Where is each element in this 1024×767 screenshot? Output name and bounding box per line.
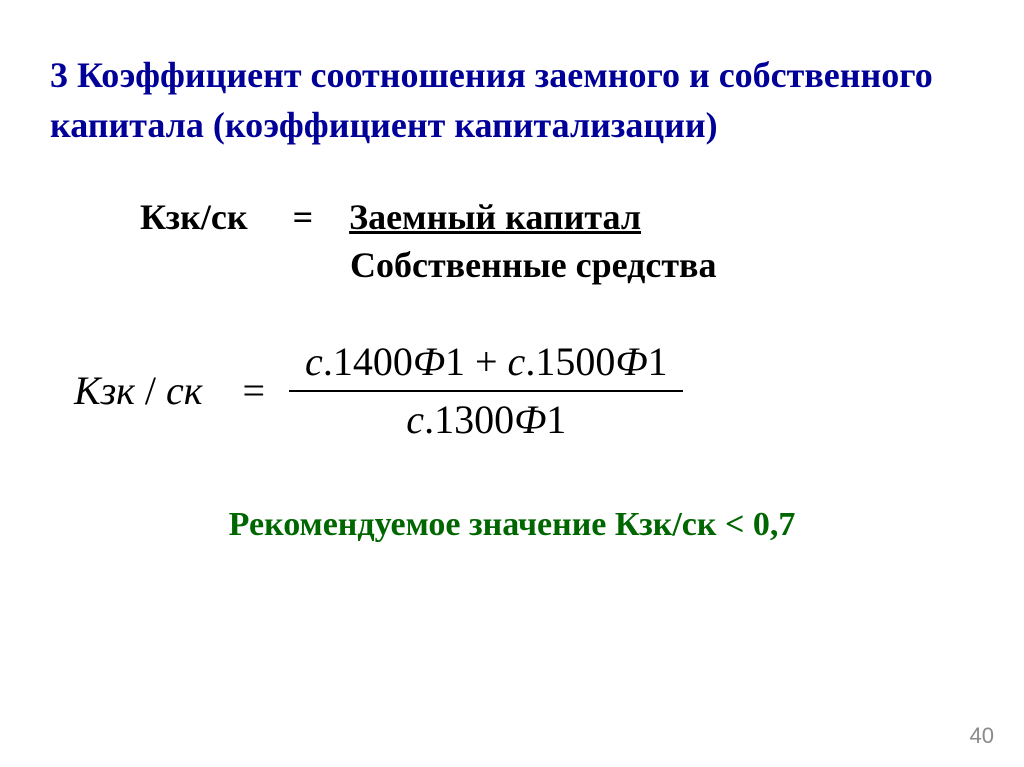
num-c1: с	[305, 339, 323, 384]
f2-K: К	[74, 368, 101, 413]
formula1-eq: =	[293, 197, 314, 237]
den-1: 1	[546, 397, 566, 442]
f2-eq: =	[242, 368, 265, 413]
num-1a: 1	[445, 339, 465, 384]
num-F2: Ф	[615, 339, 647, 384]
den-c: с	[406, 397, 424, 442]
formula2-lhs: Кзк / ск =	[74, 369, 289, 413]
formula1-spacer2	[322, 197, 340, 237]
num-plus: +	[465, 339, 508, 384]
f2-sub1: зк	[101, 368, 135, 413]
formula1-spacer	[257, 197, 284, 237]
f2-slash: /	[135, 368, 166, 413]
num-F1: Ф	[413, 339, 445, 384]
formula1-denominator: Собственные средства	[140, 241, 974, 290]
slide-number: 40	[970, 723, 994, 749]
formula-ratio-words: Кзк/ск = Заемный капитал Собственные сре…	[50, 193, 974, 290]
formula1-lhs: Кзк/ск	[140, 197, 248, 237]
recommended-value: Рекомендуемое значение Кзк/ск < 0,7	[50, 506, 974, 544]
slide-title: 3 Коэффициент соотношения заемного и соб…	[50, 50, 974, 151]
formula2-denominator: с.1300Ф1	[390, 392, 582, 446]
formula2-numerator: с.1400Ф1 + с.1500Ф1	[289, 336, 683, 392]
formula1-line1: Кзк/ск = Заемный капитал	[140, 193, 974, 242]
num-1500: .1500	[525, 339, 615, 384]
formula1-numerator: Заемный капитал	[349, 197, 641, 237]
num-1b: 1	[647, 339, 667, 384]
formula2-fraction: с.1400Ф1 + с.1500Ф1 с.1300Ф1	[289, 336, 683, 446]
num-1400: .1400	[323, 339, 413, 384]
f2-sp	[212, 368, 232, 413]
f2-sub2: ск	[166, 368, 202, 413]
den-F: Ф	[514, 397, 546, 442]
formula-ratio-lines: Кзк / ск = с.1400Ф1 + с.1500Ф1 с.1300Ф1	[50, 336, 974, 446]
num-c2: с	[508, 339, 526, 384]
den-1300: .1300	[424, 397, 514, 442]
